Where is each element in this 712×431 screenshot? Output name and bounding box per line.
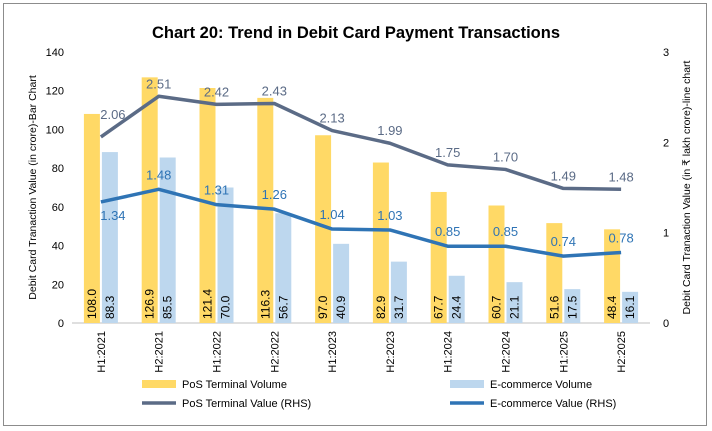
y2-tick-label: 0 <box>663 318 669 330</box>
pos-volume-bar <box>199 88 216 323</box>
pos-volume-label: 116.3 <box>258 290 272 319</box>
y2-tick-label: 2 <box>663 137 669 149</box>
legend-swatch <box>142 380 176 388</box>
legend-swatch <box>450 380 484 388</box>
chart-title: Chart 20: Trend in Debit Card Payment Tr… <box>152 24 560 42</box>
y-tick-label: 60 <box>52 202 64 214</box>
pos-volume-bar <box>257 97 274 323</box>
ecommerce-volume-label: 40.9 <box>334 295 348 319</box>
pos-value-label: 1.49 <box>551 168 576 183</box>
pos-volume-bar <box>372 162 389 323</box>
y-tick-label: 120 <box>46 86 64 98</box>
y2-tick-label: 3 <box>663 47 669 59</box>
pos-volume-bar <box>315 135 332 323</box>
ecommerce-volume-label: 70.0 <box>219 295 233 319</box>
ecommerce-volume-bar <box>506 282 523 323</box>
pos-volume-label: 108.0 <box>85 289 99 319</box>
pos-volume-label: 51.6 <box>547 295 561 319</box>
pos-volume-label: 126.9 <box>143 289 157 319</box>
pos-value-line <box>99 94 622 192</box>
y-tick-label: 40 <box>52 241 64 253</box>
ecommerce-volume-bar <box>564 289 581 323</box>
ecommerce-volume-label: 88.3 <box>103 295 117 319</box>
ecommerce-volume-bar <box>101 152 118 323</box>
ecommerce-value-label: 0.85 <box>435 224 460 239</box>
y-tick-label: 140 <box>46 47 64 59</box>
ecommerce-value-label: 0.85 <box>493 224 518 239</box>
legend: PoS Terminal Volume E-commerce Volume PoS … <box>142 379 616 410</box>
pos-volume-bar <box>430 191 447 323</box>
x-tick-label: H2:2024 <box>501 331 513 373</box>
ecommerce-volume-bar <box>622 291 639 323</box>
ecommerce-volume-bar <box>333 243 350 323</box>
pos-volume-label: 82.9 <box>374 295 388 319</box>
y-axis-title: Debit Card Tranaction Value (in crore)-B… <box>27 75 39 300</box>
ecommerce-value-label: 1.34 <box>100 208 125 223</box>
pos-volume-bar <box>546 223 563 323</box>
ecommerce-volume-label: 31.7 <box>392 295 406 319</box>
ecommerce-value-label: 1.03 <box>377 208 402 223</box>
legend-label: E-commerce Volume <box>490 379 592 391</box>
x-tick-label: H2:2022 <box>269 331 281 373</box>
pos-volume-label: 60.7 <box>490 295 504 319</box>
pos-volume-label: 121.4 <box>201 289 215 319</box>
pos-volume-bar <box>141 77 158 324</box>
x-tick-label: H2:2021 <box>154 331 166 373</box>
pos-value-label: 1.48 <box>608 169 633 184</box>
legend-label: E-commerce Value (RHS) <box>490 398 616 410</box>
ecommerce-volume-label: 16.1 <box>623 295 637 319</box>
ecommerce-volume-bar <box>390 261 407 323</box>
pos-value-label: 2.13 <box>319 111 344 126</box>
ecommerce-value-label: 1.26 <box>262 187 287 202</box>
ecommerce-volume-bar <box>159 157 176 323</box>
axes: 0 20 40 60 80 100 120 140 0 1 2 3 H1:2021 H2:2021 H1:2… <box>27 47 693 373</box>
pos-value-label: 1.70 <box>493 149 518 164</box>
x-tick-label: H1:2024 <box>443 331 455 373</box>
pos-volume-bar <box>488 205 505 323</box>
x-tick-label: H1:2025 <box>558 331 570 373</box>
data-labels: 108.0 126.9 121.4 116.3 97.0 82.9 67.7 60.7 51.6… <box>85 76 637 319</box>
legend-label: PoS Terminal Volume <box>182 379 287 391</box>
bars <box>83 77 639 324</box>
ecommerce-value-label: 1.48 <box>146 167 171 182</box>
ecommerce-volume-label: 85.5 <box>161 295 175 319</box>
y-tick-label: 0 <box>58 318 64 330</box>
ecommerce-value-label: 0.78 <box>608 231 633 246</box>
pos-volume-label: 48.4 <box>605 295 619 319</box>
ecommerce-volume-label: 24.4 <box>450 295 464 319</box>
ecommerce-volume-bar <box>448 275 465 323</box>
pos-value-label: 2.06 <box>100 107 125 122</box>
ecommerce-value-label: 1.31 <box>204 183 229 198</box>
x-tick-label: H1:2022 <box>212 331 224 373</box>
pos-value-label: 2.42 <box>204 84 229 99</box>
x-tick-label: H1:2023 <box>327 331 339 373</box>
pos-value-label: 1.75 <box>435 145 460 160</box>
y2-tick-label: 1 <box>663 228 669 240</box>
pos-value-label: 1.99 <box>377 123 402 138</box>
ecommerce-volume-bar <box>217 187 234 323</box>
ecommerce-volume-bar <box>275 213 292 323</box>
y2-axis-title: Debit Card Tranaction Value (in ₹ lakh c… <box>681 60 693 314</box>
ecommerce-volume-label: 17.5 <box>565 295 579 319</box>
chart-frame <box>3 3 707 426</box>
y-tick-label: 80 <box>52 163 64 175</box>
ecommerce-volume-label: 56.7 <box>276 295 290 319</box>
y-tick-label: 20 <box>52 279 64 291</box>
ecommerce-value-label: 1.04 <box>319 207 344 222</box>
x-tick-label: H1:2021 <box>96 331 108 373</box>
x-tick-label: H2:2025 <box>616 331 628 373</box>
ecommerce-volume-label: 21.1 <box>508 295 522 319</box>
y-tick-label: 100 <box>46 124 64 136</box>
ecommerce-value-line <box>100 187 622 258</box>
pos-volume-label: 67.7 <box>432 295 446 319</box>
lines <box>99 94 622 258</box>
ecommerce-value-label: 0.74 <box>551 234 576 249</box>
pos-volume-bar <box>83 113 100 323</box>
pos-value-label: 2.51 <box>146 76 171 91</box>
pos-value-label: 2.43 <box>262 83 287 98</box>
pos-volume-label: 97.0 <box>316 295 330 319</box>
x-tick-label: H2:2023 <box>385 331 397 373</box>
legend-label: PoS Terminal Value (RHS) <box>182 398 311 410</box>
